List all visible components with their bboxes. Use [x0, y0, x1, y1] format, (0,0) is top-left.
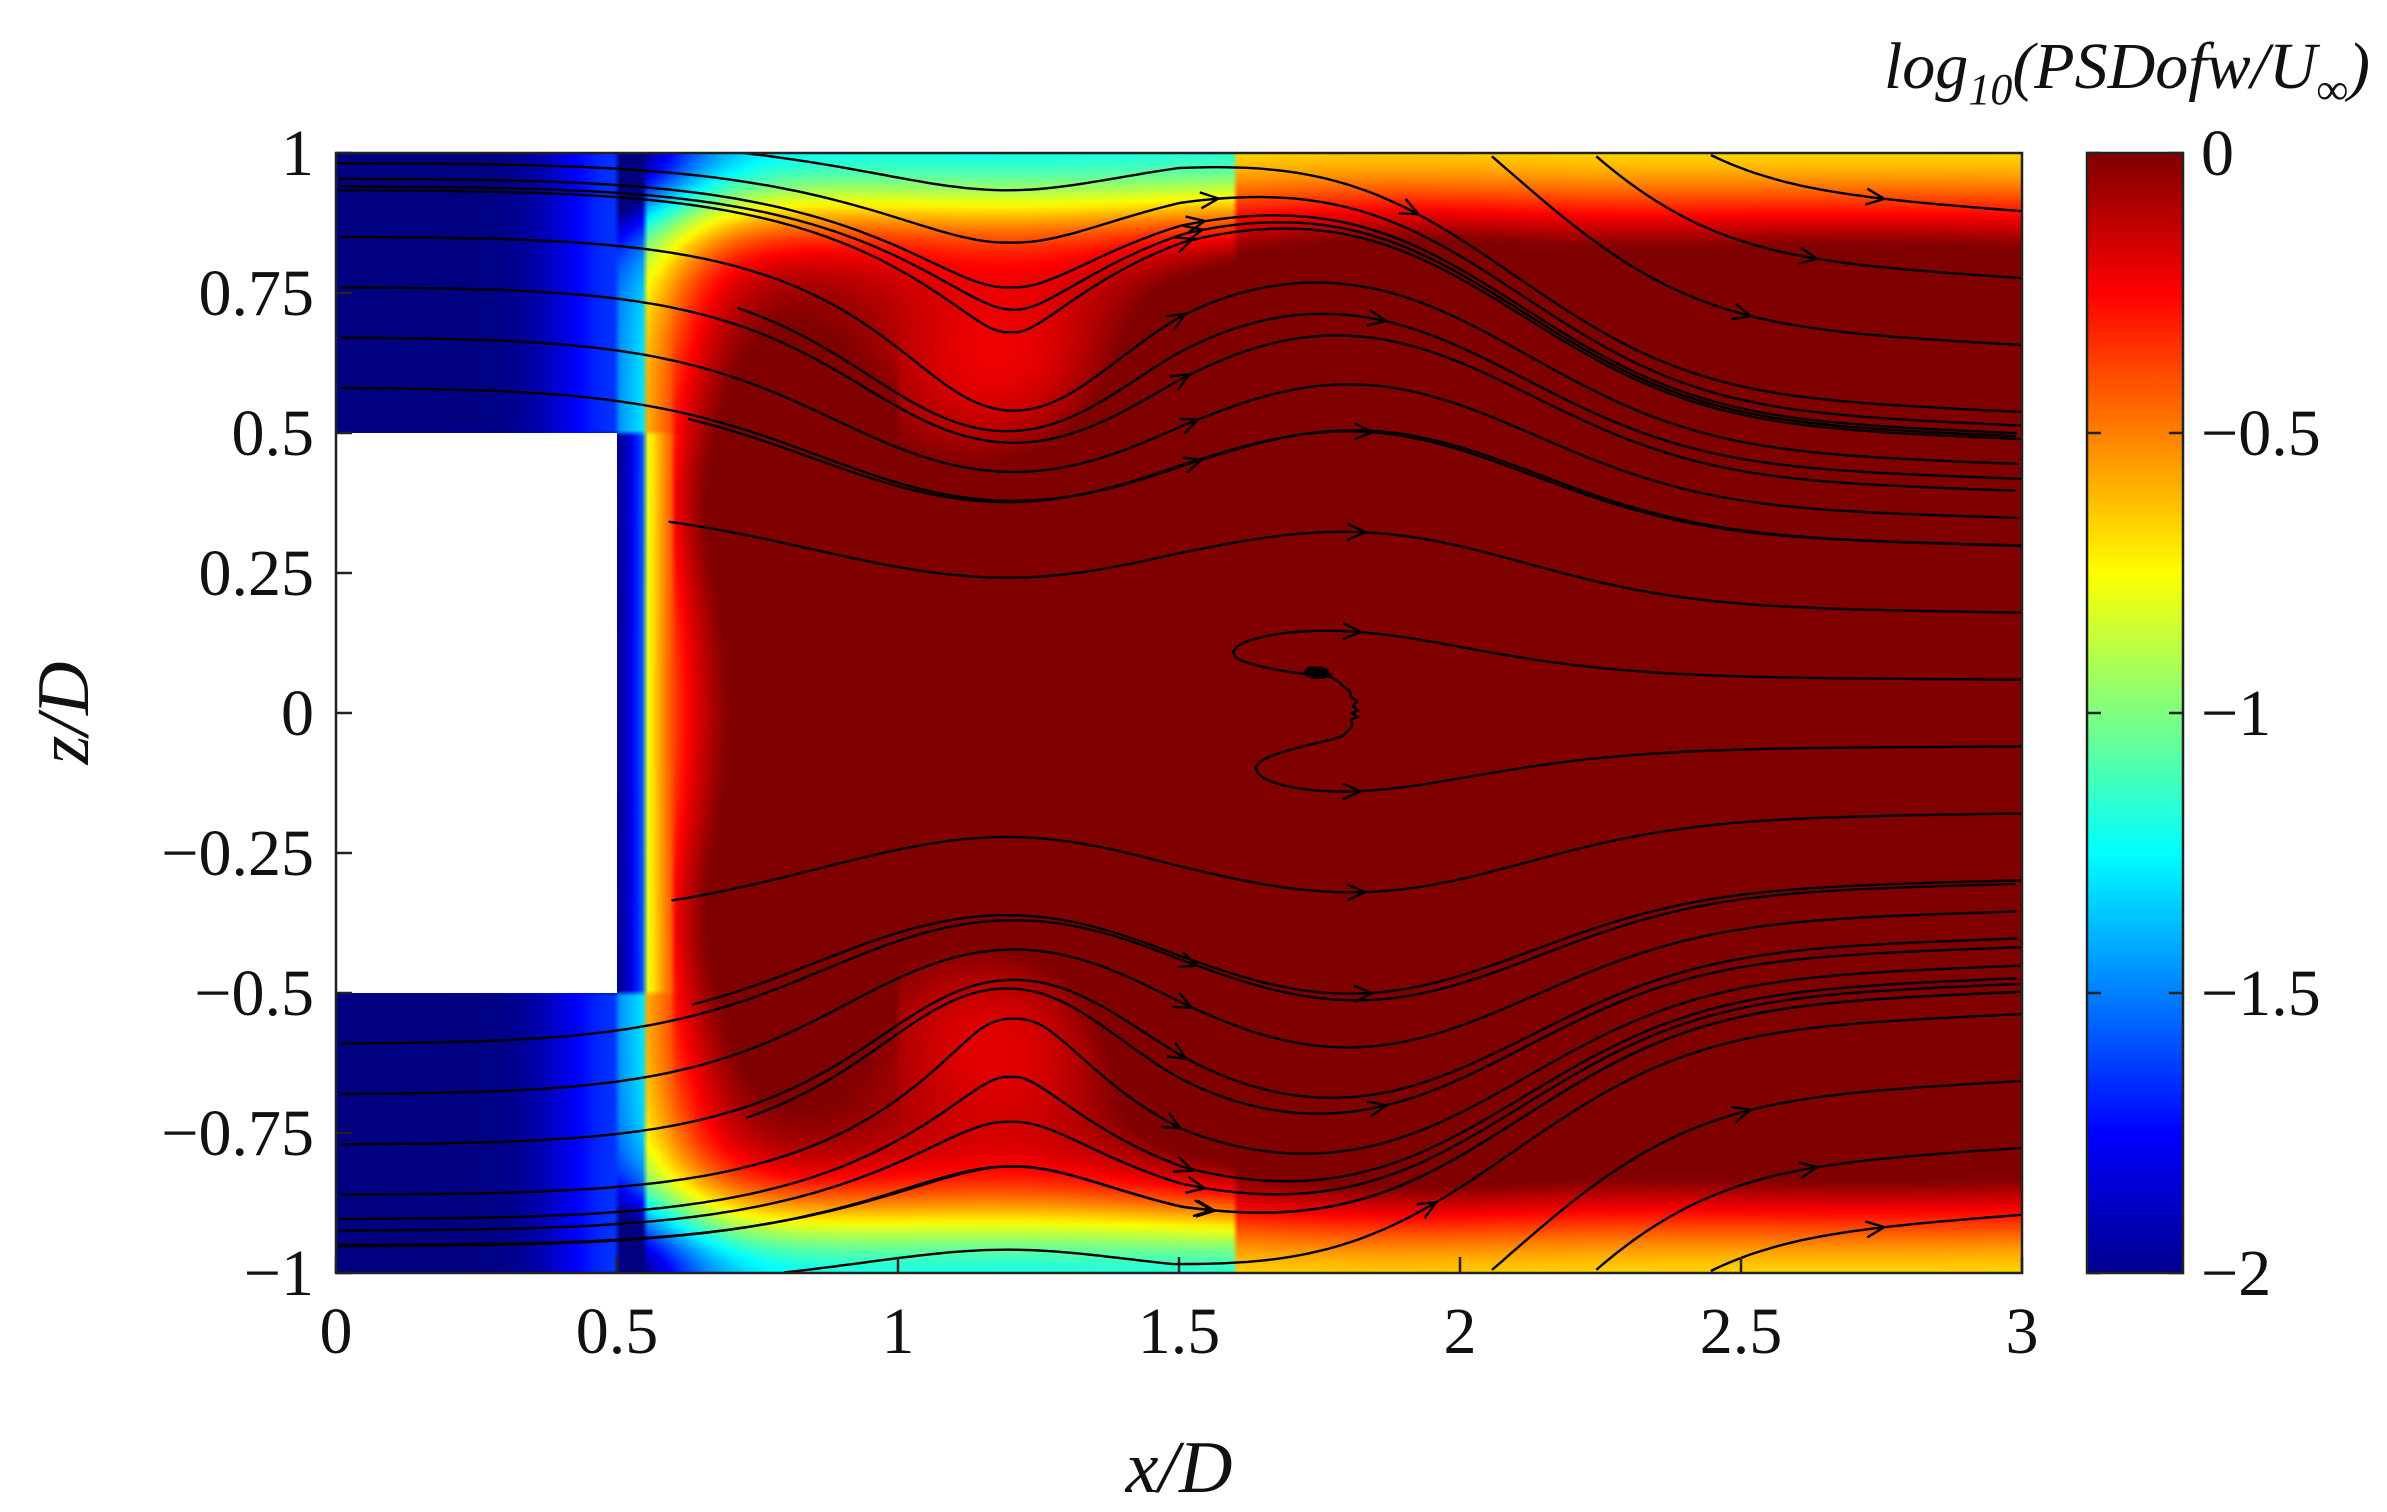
- streamline: [339, 982, 2020, 1232]
- streamline: [737, 306, 2021, 480]
- streamline: [1491, 1079, 2021, 1271]
- x-axis-label: x/D: [1125, 1427, 1233, 1509]
- streamline: [744, 153, 2021, 414]
- streamline-arrow: [1185, 1175, 1208, 1194]
- streamline-arrow: [1366, 1100, 1390, 1118]
- streamline: [340, 937, 2019, 1146]
- streamline-arrow: [1171, 991, 1195, 1010]
- streamline-arrow: [1346, 522, 1369, 541]
- x-tick-label: 2: [1444, 1295, 1477, 1368]
- streamline: [340, 910, 2017, 1095]
- streamline-arrow: [1160, 1112, 1184, 1130]
- x-tick-label: 0.5: [576, 1295, 659, 1368]
- streamline: [340, 964, 2021, 1196]
- colorbar-tick-label: −1: [2201, 677, 2271, 750]
- colorbar-tick-label: −1.5: [2201, 957, 2321, 1030]
- streamline: [1595, 155, 2021, 280]
- x-tick-label: 3: [2006, 1295, 2039, 1368]
- streamline: [691, 879, 2021, 1006]
- streamline-arrow: [1353, 984, 1376, 1003]
- x-tick-label: 1.5: [1138, 1295, 1221, 1368]
- colorbar-tick-label: −2: [2201, 1237, 2271, 1310]
- streamline: [340, 235, 2019, 466]
- streamline: [687, 417, 2021, 547]
- streamline-arrow: [1353, 422, 1376, 441]
- colorbar-tick-label: −0.5: [2201, 397, 2321, 470]
- colorbar-tick-label: 0: [2201, 117, 2234, 190]
- streamline-arrow: [1165, 312, 1188, 331]
- streamlines: [337, 153, 2022, 1273]
- x-axis: x/D 0 0.5 1 1.5 2 2.5 3: [320, 1257, 2039, 1509]
- y-tick-label: −1: [244, 1237, 314, 1310]
- streamline-arrow: [1173, 1155, 1196, 1173]
- streamline: [338, 189, 2021, 441]
- streamline-arrow: [1797, 1161, 1821, 1180]
- streamline-arrow: [1797, 246, 1821, 265]
- y-axis-label: z/D: [23, 662, 105, 766]
- streamline: [671, 812, 2021, 902]
- y-tick-label: 0.5: [232, 397, 315, 470]
- obstacle: [336, 433, 617, 993]
- streamline: [337, 162, 2021, 427]
- streamline-arrow: [1731, 1105, 1754, 1124]
- streamline: [340, 286, 2016, 492]
- y-tick-label: 0.75: [199, 257, 315, 330]
- streamline: [668, 520, 2021, 614]
- colorbar-title-part: ∞: [2317, 65, 2348, 114]
- streamline-arrow: [1177, 951, 1200, 969]
- streamline-arrow: [1166, 1042, 1189, 1061]
- colorbar-title-part: ): [2344, 30, 2370, 103]
- streamline: [1595, 1146, 2021, 1271]
- y-tick-label: −0.25: [161, 817, 314, 890]
- streamline: [340, 185, 2016, 438]
- colorbar-title-part: (PSDofw/U: [2012, 30, 2321, 103]
- streamline: [337, 990, 2017, 1248]
- streamline-arrow: [1192, 1199, 1215, 1218]
- streamline-arrow: [1346, 883, 1369, 902]
- colorbar: log10(PSDofw/U∞) 0 −0.5 −1 −1.5 −2: [1884, 30, 2370, 1310]
- streamline-arrow: [1185, 215, 1208, 234]
- streamline: [1491, 155, 2021, 347]
- streamline: [1231, 629, 2021, 681]
- plot-area: [334, 151, 2024, 1275]
- colorbar-title-part: log: [1884, 30, 1968, 103]
- streamline: [340, 882, 2016, 1045]
- y-tick-label: 0: [281, 677, 314, 750]
- streamline: [1710, 1213, 2021, 1273]
- x-tick-label: 1: [882, 1295, 915, 1368]
- streamline-arrow: [1173, 236, 1196, 254]
- streamline-arrow: [1342, 622, 1364, 641]
- x-tick-label: 0: [320, 1295, 353, 1368]
- streamline-arrow: [1199, 191, 1222, 210]
- colorbar-title-part: 10: [1968, 65, 2012, 114]
- streamline-arrow: [1398, 198, 1421, 216]
- streamline: [340, 336, 2019, 520]
- streamline-arrow: [1169, 373, 1192, 392]
- streamline-arrow: [1865, 187, 1888, 206]
- streamline: [783, 1012, 2021, 1273]
- streamline-arrow: [1366, 308, 1390, 327]
- streamline-arrow: [1731, 302, 1754, 321]
- streamline-arrow: [1865, 1220, 1888, 1239]
- colorbar-gradient: [2085, 151, 2185, 1275]
- streamline-arrow: [1416, 1200, 1439, 1219]
- y-tick-label: −0.75: [161, 1097, 314, 1170]
- x-tick-label: 2.5: [1700, 1295, 1783, 1368]
- streamline-arrow: [1341, 782, 1364, 801]
- streamline-arrow: [1178, 417, 1201, 435]
- y-tick-label: −0.5: [194, 957, 314, 1030]
- y-tick-label: 1: [281, 117, 314, 190]
- streamline: [339, 177, 2018, 435]
- colorbar-title: log10(PSDofw/U∞): [1884, 30, 2370, 114]
- streamline: [1710, 154, 2021, 213]
- streamline: [338, 977, 2017, 1221]
- streamline: [745, 946, 2021, 1120]
- y-tick-label: 0.25: [199, 537, 315, 610]
- y-axis: z/D 1 0.75 0.5 0.25 0 −0.25 −0.5 −0.75 −1: [23, 117, 352, 1310]
